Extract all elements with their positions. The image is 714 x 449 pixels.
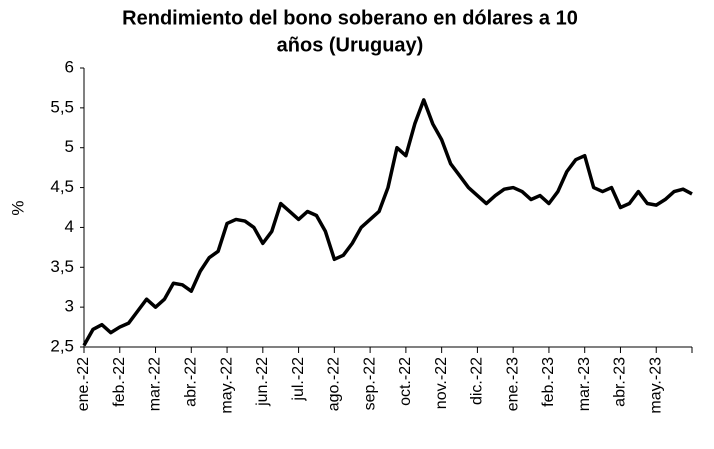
y-tick-label: 5 <box>65 137 74 156</box>
x-tick-label: abr.-23 <box>612 357 629 407</box>
y-tick-label: 5,5 <box>50 97 74 116</box>
x-tick-label: ene.-23 <box>504 357 521 411</box>
y-axis-label: % <box>8 200 27 215</box>
x-tick-label: feb.-22 <box>111 357 128 407</box>
chart-title: Rendimiento del bono soberano en dólares… <box>122 7 578 29</box>
x-tick-label: oct.-22 <box>397 357 414 406</box>
x-tick-label: jun.-22 <box>254 357 271 407</box>
x-tick-label: ago.-22 <box>326 357 343 411</box>
y-tick-label: 6 <box>65 57 74 76</box>
y-tick-label: 3 <box>65 297 74 316</box>
x-tick-label: ene.-22 <box>75 357 92 411</box>
x-tick-label: sep.-22 <box>361 357 378 410</box>
y-tick-label: 4 <box>65 217 74 236</box>
x-tick-label: jul.-22 <box>290 357 307 402</box>
chart-title: años (Uruguay) <box>277 34 424 56</box>
y-tick-label: 3,5 <box>50 257 74 276</box>
y-tick-label: 2,5 <box>50 336 74 355</box>
data-line <box>82 98 693 347</box>
x-tick-label: abr.-22 <box>183 357 200 407</box>
y-tick-label: 4,5 <box>50 177 74 196</box>
x-tick-label: nov.-22 <box>433 357 450 409</box>
x-tick-label: dic.-22 <box>469 357 486 405</box>
x-tick-label: mar.-23 <box>576 357 593 411</box>
x-tick-label: may.-23 <box>647 357 664 414</box>
x-tick-label: may.-22 <box>218 357 235 414</box>
x-tick-label: mar.-22 <box>147 357 164 411</box>
x-tick-label: feb.-23 <box>540 357 557 407</box>
